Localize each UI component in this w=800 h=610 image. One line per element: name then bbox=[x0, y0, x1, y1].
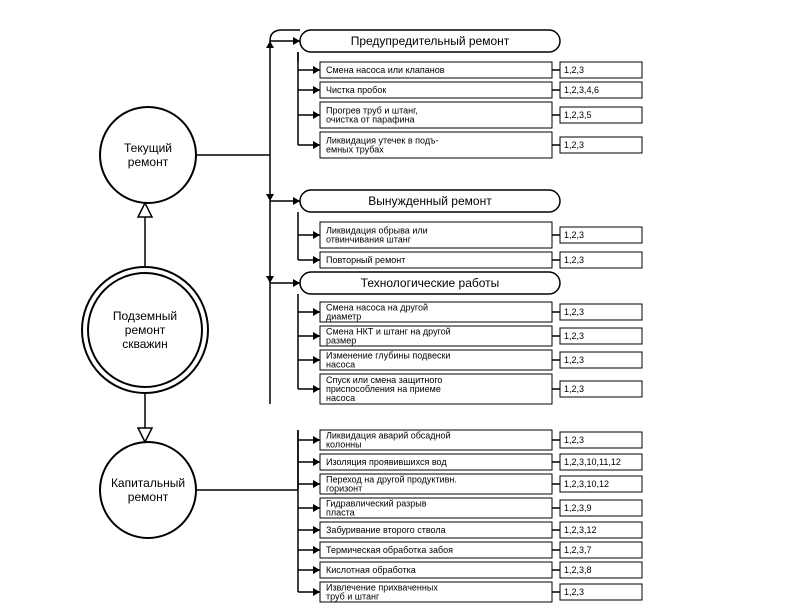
code-label: 1,2,3 bbox=[564, 307, 584, 317]
circle-root: Подземныйремонтскважин bbox=[82, 267, 208, 393]
row-label: Термическая обработка забоя bbox=[326, 545, 453, 555]
code-label: 1,2,3,10,12 bbox=[564, 479, 609, 489]
row-label: емных трубах bbox=[326, 145, 384, 155]
code-label: 1,2,3,9 bbox=[564, 503, 592, 513]
code-label: 1,2,3,8 bbox=[564, 565, 592, 575]
circle-label: ремонт bbox=[125, 323, 166, 337]
code-label: 1,2,3 bbox=[564, 435, 584, 445]
row-label: размер bbox=[326, 336, 356, 346]
code-label: 1,2,3 bbox=[564, 331, 584, 341]
code-label: 1,2,3,4,6 bbox=[564, 85, 599, 95]
header-label: Технологические работы bbox=[361, 276, 500, 290]
circle-current: Текущийремонт bbox=[100, 107, 196, 203]
header-label: Вынужденный ремонт bbox=[368, 194, 492, 208]
circle-label: ремонт bbox=[128, 490, 169, 504]
code-label: 1,2,3 bbox=[564, 384, 584, 394]
row-label: Повторный ремонт bbox=[326, 255, 405, 265]
row-label: насоса bbox=[326, 360, 355, 370]
code-label: 1,2,3 bbox=[564, 587, 584, 597]
circle-label: скважин bbox=[122, 337, 168, 351]
circle-label: Подземный bbox=[113, 309, 177, 323]
code-label: 1,2,3 bbox=[564, 255, 584, 265]
code-label: 1,2,3 bbox=[564, 355, 584, 365]
circle-capital: Капитальныйремонт bbox=[100, 442, 196, 538]
row-label: колонны bbox=[326, 440, 362, 450]
code-label: 1,2,3 bbox=[564, 140, 584, 150]
code-label: 1,2,3 bbox=[564, 230, 584, 240]
circle-label: ремонт bbox=[128, 155, 169, 169]
row-label: Смена насоса или клапанов bbox=[326, 65, 445, 75]
code-label: 1,2,3,5 bbox=[564, 110, 592, 120]
row-label: отвинчивания штанг bbox=[326, 235, 412, 245]
code-label: 1,2,3 bbox=[564, 65, 584, 75]
row-label: очистка от парафина bbox=[326, 115, 415, 125]
code-label: 1,2,3,7 bbox=[564, 545, 592, 555]
code-label: 1,2,3,10,11,12 bbox=[564, 457, 621, 467]
circle-label: Текущий bbox=[124, 141, 172, 155]
row-label: диаметр bbox=[326, 312, 361, 322]
row-label: горизонт bbox=[326, 484, 362, 494]
circle-label: Капитальный bbox=[111, 476, 185, 490]
row-label: труб и штанг bbox=[326, 592, 380, 602]
row-label: Забуривание второго ствола bbox=[326, 525, 446, 535]
row-label: пласта bbox=[326, 508, 355, 518]
diagram-root: ПодземныйремонтскважинТекущийремонтКапит… bbox=[0, 0, 800, 610]
header-label: Предупредительный ремонт bbox=[351, 34, 510, 48]
row-label: насоса bbox=[326, 393, 355, 403]
code-label: 1,2,3,12 bbox=[564, 525, 597, 535]
row-label: Изоляция проявившихся вод bbox=[326, 457, 447, 467]
row-label: Чистка пробок bbox=[326, 85, 386, 95]
row-label: Кислотная обработка bbox=[326, 565, 416, 575]
